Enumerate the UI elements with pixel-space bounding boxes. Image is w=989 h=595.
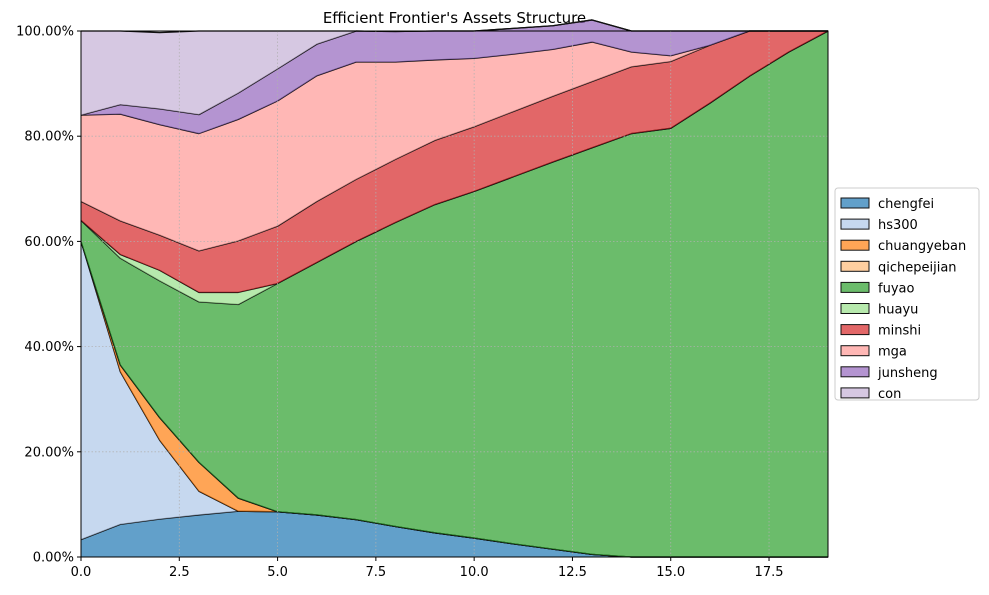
x-tick-label: 10.0 xyxy=(460,565,489,580)
legend-swatch-hs300 xyxy=(840,218,870,230)
legend-swatch-con xyxy=(840,387,870,399)
x-tick-label: 7.5 xyxy=(366,565,387,580)
x-tick-label: 12.5 xyxy=(558,565,587,580)
legend-box xyxy=(834,187,980,401)
legend-swatch-chuangyeban xyxy=(840,239,870,251)
y-tick-label: 40.00% xyxy=(24,340,74,355)
legend-swatch-huayu xyxy=(840,303,870,314)
x-tick-label: 17.5 xyxy=(755,565,784,580)
legend-label-chengfei: chengfei xyxy=(878,197,934,212)
legend-label-minshi: minshi xyxy=(878,324,921,339)
x-tick-label: 2.5 xyxy=(169,565,190,580)
y-tick-label: 80.00% xyxy=(24,130,74,145)
legend-swatch-junsheng xyxy=(840,366,870,378)
area-minshi xyxy=(81,31,828,293)
area-edge-minshi xyxy=(80,30,828,252)
legend-label-chuangyeban: chuangyeban xyxy=(878,239,966,254)
plot-frame xyxy=(80,30,829,558)
legend-swatch-fuyao xyxy=(840,281,870,293)
legend-swatch-chengfei xyxy=(840,197,870,209)
legend-swatch-qichepeijian xyxy=(840,260,870,272)
y-tick-label: 20.00% xyxy=(24,445,74,460)
area-fuyao xyxy=(81,31,828,557)
legend-label-con: con xyxy=(878,387,901,402)
area-mga xyxy=(81,31,828,251)
area-chengfei xyxy=(81,511,828,557)
legend-label-mga: mga xyxy=(878,345,907,360)
axis-layer: 0.0 2.5 5.0 7.5 10.0 12.5 15.0 17.5 0.00% 20.00% 4… xyxy=(16,25,829,580)
area-huayu xyxy=(81,31,828,305)
y-tick-label: 60.00% xyxy=(24,235,74,250)
legend-label-hs300: hs300 xyxy=(878,218,918,233)
legend-label-huayu: huayu xyxy=(878,303,918,318)
legend-label-fuyao: fuyao xyxy=(878,281,914,296)
area-junsheng xyxy=(81,19,828,134)
y-tick-label: 0.00% xyxy=(33,551,74,566)
chart-title: Efficient Frontier's Assets Structure xyxy=(323,9,586,27)
x-tick-label: 5.0 xyxy=(267,565,288,580)
legend: chengfei hs300 chuangyeban qichepeijian fuya… xyxy=(834,187,980,402)
area-con xyxy=(81,19,828,116)
x-tick-label: 15.0 xyxy=(656,565,685,580)
area-layer xyxy=(80,19,829,558)
legend-label-junsheng: junsheng xyxy=(877,366,938,381)
x-tick-label: 0.0 xyxy=(71,565,92,580)
legend-swatch-minshi xyxy=(840,324,870,336)
legend-label-qichepeijian: qichepeijian xyxy=(878,260,957,275)
legend-swatch-mga xyxy=(840,345,870,357)
y-tick-label: 100.00% xyxy=(16,25,74,40)
